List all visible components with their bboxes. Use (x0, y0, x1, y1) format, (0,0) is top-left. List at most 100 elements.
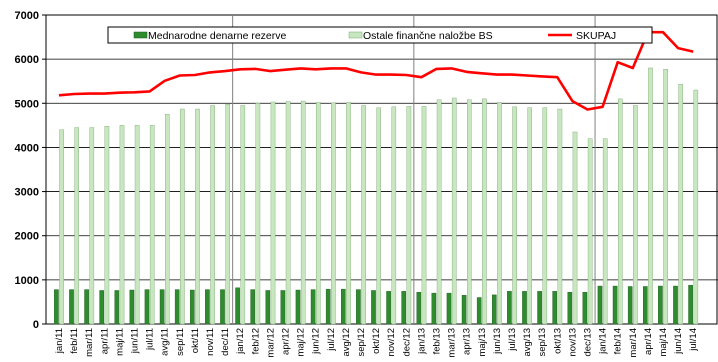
x-tick-label: nov/11 (205, 328, 216, 356)
x-tick-label: maj/14 (658, 328, 669, 357)
x-tick-label: jan/11 (54, 328, 65, 354)
other-investments-bar (421, 106, 427, 325)
y-tick-label: 4000 (15, 142, 39, 154)
reserves-bar (159, 289, 165, 325)
reserves-bar (341, 288, 346, 325)
total-line (58, 30, 694, 111)
reserves-bar (69, 289, 74, 325)
x-tick-label: maj/11 (114, 328, 125, 356)
reserves-bar (54, 289, 59, 325)
reserves-bar (84, 289, 89, 325)
reserves-bar (627, 286, 633, 325)
y-tick-label: 1000 (15, 275, 39, 287)
x-tick-label: jan/13 (416, 328, 427, 355)
other-investments-bar (663, 69, 668, 325)
x-tick-label: sep/12 (356, 328, 367, 357)
reserves-bar (673, 285, 678, 325)
reserves-bar (401, 291, 407, 325)
reserves-bar (205, 289, 210, 325)
reserves-bar (265, 290, 271, 325)
x-tick-label: dec/13 (583, 328, 594, 357)
reserves-bar (356, 289, 361, 325)
reserves-bar (492, 294, 497, 325)
other-investments-bar (678, 84, 683, 325)
x-tick-label: nov/12 (386, 328, 397, 357)
other-investments-bar (270, 101, 276, 325)
legend-label-other: Ostale finančne naložbe BS (363, 30, 493, 42)
x-tick-label: mar/13 (447, 328, 458, 358)
reserves-bar (612, 285, 618, 325)
reserves-bar (174, 289, 180, 325)
legend-box (107, 26, 653, 44)
x-tick-label: jun/11 (130, 328, 141, 354)
reserves-bar (129, 289, 135, 325)
reserves-bar (220, 289, 225, 325)
x-tick-label: okt/13 (552, 328, 563, 354)
reserves-bar (461, 295, 467, 325)
other-investments-bar (195, 108, 200, 325)
x-tick-label: avg/11 (160, 328, 171, 356)
x-tick-label: mar/12 (265, 328, 276, 358)
x-tick-label: dec/12 (401, 328, 412, 357)
x-tick-label: jun/12 (311, 328, 322, 355)
other-investments-bar (180, 108, 185, 325)
x-tick-label: avg/12 (341, 328, 352, 357)
reserves-bar (99, 290, 104, 325)
other-investments-bar (482, 98, 487, 325)
x-tick-label: feb/12 (250, 328, 261, 354)
other-investments-bar (376, 107, 382, 325)
reserves-bar (507, 291, 512, 325)
x-tick-label: jan/12 (235, 328, 246, 355)
reserves-bar (431, 292, 437, 325)
reserves-bar (567, 292, 573, 325)
other-investments-bar (255, 103, 261, 325)
other-investments-bar (497, 102, 502, 325)
other-investments-bar (89, 127, 95, 325)
plot-area-border (45, 14, 718, 325)
other-investments-bar (149, 125, 155, 325)
year-separators (232, 15, 596, 324)
other-investments-bar (240, 105, 246, 325)
other-investments-bar (602, 138, 608, 325)
other-investments-bar (225, 103, 231, 325)
other-investments-bar (557, 108, 563, 325)
reserves-bar (643, 286, 648, 325)
y-tick-label: 2000 (15, 231, 39, 243)
x-tick-label: dec/11 (220, 328, 231, 356)
reserves-bar (658, 285, 663, 325)
other-investments-bar (74, 127, 79, 325)
reserves-bar (597, 285, 603, 325)
other-investments-bar (391, 106, 397, 325)
x-tick-label: jul/12 (326, 328, 337, 352)
other-investments-bar (542, 107, 548, 325)
x-tick-label: mar/11 (84, 328, 95, 357)
x-tick-label: sep/13 (537, 328, 548, 357)
x-tick-label: apr/12 (281, 328, 292, 355)
legend-swatch-other (348, 31, 363, 39)
x-tick-label: apr/14 (643, 328, 654, 355)
x-tick-label: jan/14 (598, 328, 609, 355)
y-tick-label: 5000 (15, 98, 39, 110)
y-tick-label: 6000 (15, 54, 39, 66)
other-investments-bar (316, 102, 321, 325)
other-investments-bar (300, 100, 306, 325)
reserves-bar (537, 291, 542, 325)
x-tick-label: apr/13 (462, 328, 473, 355)
other-investments-bar (451, 97, 457, 325)
other-investments-bar (406, 106, 412, 325)
other-investments-bar (618, 98, 623, 325)
bar-series (54, 67, 699, 325)
other-investments-bar (648, 67, 653, 325)
total-line-series (58, 30, 694, 111)
x-tick-label: okt/12 (371, 328, 382, 354)
x-tick-label: jul/13 (507, 328, 518, 352)
reserves-bar (295, 289, 301, 325)
reserves-bar (235, 287, 240, 325)
y-tick-label: 7000 (15, 10, 39, 22)
reserves-bar (552, 291, 557, 325)
y-tick-label: 0 (33, 319, 39, 331)
x-tick-label: mar/14 (628, 328, 639, 358)
legend-label-total: SKUPAJ (576, 30, 616, 42)
other-investments-bar (572, 131, 578, 325)
